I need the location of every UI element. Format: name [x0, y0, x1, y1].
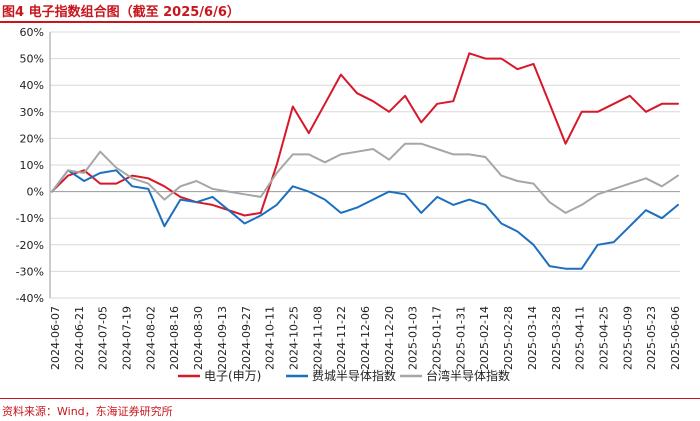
y-tick-label: 40% — [20, 79, 44, 92]
x-tick-label: 2025-03-28 — [550, 306, 563, 370]
x-tick-label: 2024-06-07 — [49, 306, 62, 370]
y-tick-label: 50% — [20, 53, 44, 66]
series-line-2 — [51, 169, 679, 270]
x-tick-label: 2024-08-30 — [192, 306, 205, 370]
x-tick-label: 2025-01-03 — [407, 306, 420, 370]
y-tick-label: 20% — [20, 132, 44, 145]
x-tick-label: 2025-02-14 — [478, 306, 491, 370]
x-tick-label: 2024-09-27 — [240, 306, 253, 370]
x-tick-label: 2025-03-14 — [526, 306, 539, 370]
x-tick-label: 2024-11-08 — [311, 306, 324, 370]
title-divider — [0, 21, 700, 23]
series-line-1 — [51, 52, 679, 217]
line-chart: -40% -30% -20% -10% 0% 10% 20% 30% 40% 50% 60% 202… — [16, 26, 682, 383]
y-tick-label: -30% — [16, 265, 44, 278]
x-tick-label: 2025-02-28 — [502, 306, 515, 370]
x-tick-label: 2025-04-11 — [574, 306, 587, 370]
x-tick-label: 2025-04-25 — [597, 306, 610, 370]
x-tick-label: 2024-12-06 — [359, 306, 372, 370]
source-divider — [0, 398, 700, 399]
y-tick-label: -40% — [16, 292, 44, 305]
x-tick-label: 2024-12-20 — [383, 306, 396, 370]
x-tick-label: 2024-09-13 — [216, 306, 229, 370]
x-tick-label: 2025-06-06 — [669, 306, 682, 370]
legend-label: 台湾半导体指数 — [426, 368, 510, 383]
y-tick-label: 30% — [20, 106, 44, 119]
series-lines — [51, 52, 679, 270]
x-tick-label: 2024-11-22 — [335, 306, 348, 370]
x-tick-label: 2024-10-11 — [264, 306, 277, 370]
legend-label: 费城半导体指数 — [312, 368, 396, 383]
y-tick-label: -20% — [16, 239, 44, 252]
chart-title: 图4 电子指数组合图（截至 2025/6/6） — [2, 5, 240, 20]
y-gridlines — [50, 31, 680, 299]
legend: 电子(申万) 费城半导体指数 台湾半导体指数 — [178, 368, 510, 383]
x-tick-label: 2024-07-05 — [97, 306, 110, 370]
x-axis: 2024-06-07 2024-06-21 2024-07-05 2024-07-19… — [49, 306, 682, 370]
x-tick-label: 2025-01-17 — [431, 306, 444, 370]
legend-label: 电子(申万) — [204, 369, 261, 383]
x-tick-label: 2024-10-25 — [287, 306, 300, 370]
x-tick-label: 2024-07-19 — [121, 306, 134, 370]
source-note: 资料来源：Wind，东海证券研究所 — [2, 405, 173, 418]
y-tick-label: 0% — [27, 186, 44, 199]
x-tick-label: 2025-05-09 — [621, 306, 634, 370]
x-tick-label: 2024-08-16 — [168, 306, 181, 370]
series-line-3 — [51, 142, 679, 214]
x-tick-label: 2024-08-02 — [144, 306, 157, 370]
y-tick-label: -10% — [16, 212, 44, 225]
x-tick-label: 2025-05-23 — [645, 306, 658, 370]
x-tick-label: 2025-01-31 — [454, 306, 467, 370]
y-axis: -40% -30% -20% -10% 0% 10% 20% 30% 40% 50% 60% — [16, 26, 51, 305]
y-tick-label: 10% — [20, 159, 44, 172]
y-tick-label: 60% — [20, 26, 44, 39]
x-tick-label: 2024-06-21 — [73, 306, 86, 370]
